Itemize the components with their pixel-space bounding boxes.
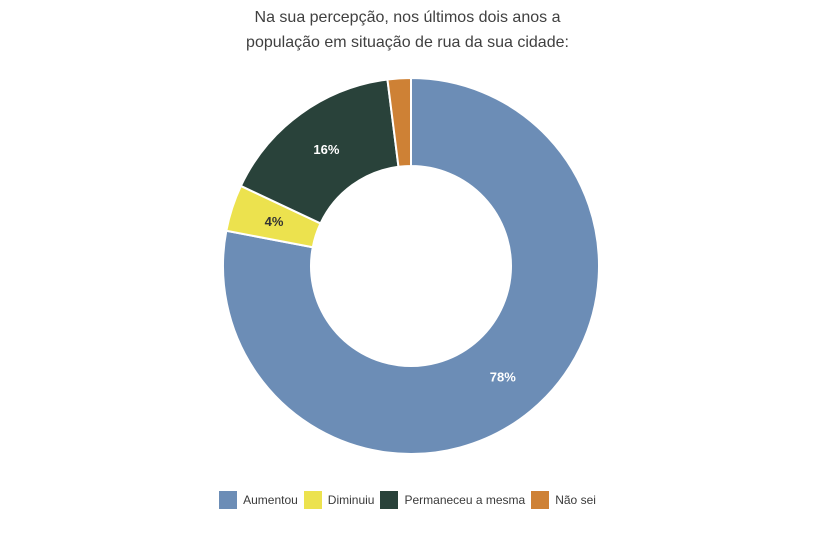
legend-item-diminuiu[interactable]: Diminuiu [303, 491, 375, 509]
legend-item-permaneceu-a-mesma[interactable]: Permaneceu a mesma [380, 491, 525, 509]
legend-item-nao-sei[interactable]: Não sei [531, 491, 596, 509]
chart-title: Na sua percepção, nos últimos dois anos … [0, 5, 815, 55]
legend-swatch-permaneceu-a-mesma [380, 491, 399, 509]
legend-swatch-aumentou [219, 491, 238, 509]
legend-label: Não sei [555, 493, 596, 507]
data-label-aumentou: 78% [490, 370, 516, 385]
chart-title-line1: Na sua percepção, nos últimos dois anos … [254, 9, 561, 26]
data-label-diminuiu: 4% [265, 214, 284, 229]
legend-swatch-diminuiu [303, 491, 322, 509]
data-label-permaneceu-a-mesma: 16% [313, 142, 339, 157]
chart-title-line2: população em situação de rua da sua cida… [246, 34, 569, 51]
legend-item-aumentou[interactable]: Aumentou [219, 491, 298, 509]
chart-legend: Aumentou Diminuiu Permaneceu a mesma Não se… [0, 491, 815, 509]
legend-label: Permaneceu a mesma [404, 493, 526, 507]
legend-label: Aumentou [243, 493, 298, 507]
legend-swatch-nao-sei [531, 491, 550, 509]
pie-slice-aumentou[interactable] [222, 77, 600, 455]
pie-slice-nao-sei[interactable] [386, 76, 412, 168]
legend-label: Diminuiu [327, 493, 375, 507]
